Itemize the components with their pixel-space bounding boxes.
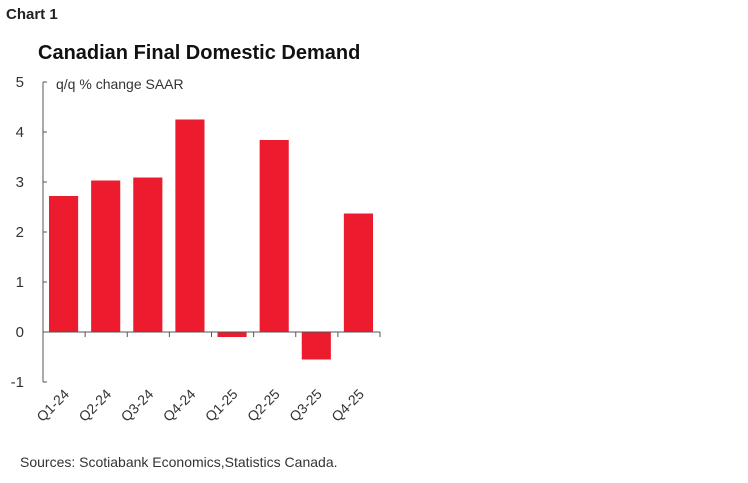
chart-number-label: Chart 1 [6,6,58,23]
y-tick-label: 3 [16,174,24,191]
bar-q1-24 [49,196,79,332]
bar-q4-24 [175,119,205,332]
x-tick-label: Q4-25 [328,386,367,425]
source-note: Sources: Scotiabank Economics,Statistics… [20,454,338,470]
bar-q3-24 [133,177,163,332]
bar-q3-25 [301,332,331,360]
x-tick-label: Q3-24 [118,386,157,425]
bar-q1-25 [217,332,247,337]
y-tick-label: -1 [11,374,24,391]
y-tick-label: 1 [16,274,24,291]
x-tick-label: Q2-25 [244,386,283,425]
y-tick-label: 2 [16,224,24,241]
chart-title: Canadian Final Domestic Demand [38,42,361,64]
bar-q4-25 [343,213,373,332]
bar-q2-25 [259,140,289,332]
y-axis-label: q/q % change SAAR [56,76,184,92]
y-tick-label: 5 [16,74,24,91]
x-tick-label: Q4-24 [160,386,199,425]
x-tick-label: Q2-24 [75,386,114,425]
x-tick-label: Q1-24 [33,386,72,425]
x-tick-label: Q1-25 [202,386,241,425]
x-tick-label: Q3-25 [286,386,325,425]
y-tick-label: 4 [16,124,24,141]
bar-q2-24 [91,180,121,332]
y-tick-label: 0 [16,324,24,341]
